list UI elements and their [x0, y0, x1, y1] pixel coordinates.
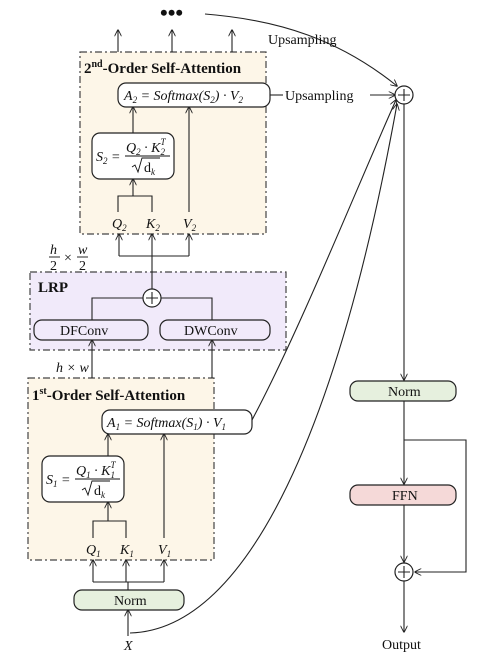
norm-node-right — [349, 380, 457, 402]
ellipsis: ••• — [160, 0, 183, 25]
plus-sign-bottom — [398, 566, 410, 578]
formula-s2-numerator: Q2 · KT 2 — [126, 137, 166, 157]
edge-dfconv-to-plus — [91, 297, 143, 320]
size-half-den-w: 2 — [79, 259, 86, 274]
ffn-label: FFN — [392, 489, 418, 504]
k1-label: K1 — [119, 543, 134, 559]
norm-label-left: Norm — [114, 594, 147, 609]
dwconv-label: DWConv — [184, 324, 238, 339]
norm-label-right: Norm — [388, 385, 421, 400]
formula-s1-sqrt — [81, 480, 110, 497]
ffn-node — [349, 484, 457, 506]
lrp-title: LRP — [38, 280, 68, 296]
formula-a1: A1 = Softmax(S1) · V1 — [106, 416, 226, 432]
upsampling-label-top: Upsampling — [268, 33, 336, 48]
size-full-label: h × w — [56, 361, 89, 376]
edge-dwconv-to-plus — [161, 297, 213, 320]
first-order-title: 1st-Order Self-Attention — [32, 386, 186, 404]
edge-a1-to-plus — [251, 100, 396, 421]
size-half-den-h: 2 — [50, 259, 57, 274]
formula-s1-lhs: S1 = — [46, 473, 70, 489]
formula-s1-numerator: Q1 · KT 1 — [76, 460, 116, 480]
output-label: Output — [382, 638, 421, 653]
edge-q2-k2-merge — [117, 195, 153, 212]
plus-sign-top — [398, 89, 410, 101]
lrp-plus-sign — [146, 292, 158, 304]
size-half-times: × — [64, 251, 72, 266]
edge-input-residual — [129, 104, 397, 634]
formula-s2-lhs: S2 = — [96, 150, 120, 166]
formula-s2-denominator: dk — [144, 161, 156, 177]
second-order-title: 2nd-Order Self-Attention — [84, 59, 242, 77]
formula-a1-node — [101, 409, 253, 435]
upsampling-label-a2: Upsampling — [285, 89, 353, 104]
v1-label: V1 — [158, 543, 171, 559]
k2-label: K2 — [145, 217, 160, 233]
input-label: X — [123, 639, 133, 654]
edge-skip-around-ffn — [404, 439, 467, 572]
formula-s2-sqrt — [131, 157, 160, 174]
q1-label: Q1 — [86, 543, 101, 559]
edge-top-to-plus — [204, 13, 397, 86]
edge-q1-k1-merge — [92, 520, 127, 538]
dfconv-label: DFConv — [60, 324, 108, 339]
q2-label: Q2 — [112, 217, 127, 233]
formula-a2: A2 = Softmax(S2) · V2 — [123, 89, 244, 105]
formula-s1-denominator: dk — [94, 484, 106, 500]
v2-label: V2 — [183, 217, 197, 233]
size-half-label: h — [50, 243, 57, 258]
size-half-w: w — [78, 243, 88, 258]
